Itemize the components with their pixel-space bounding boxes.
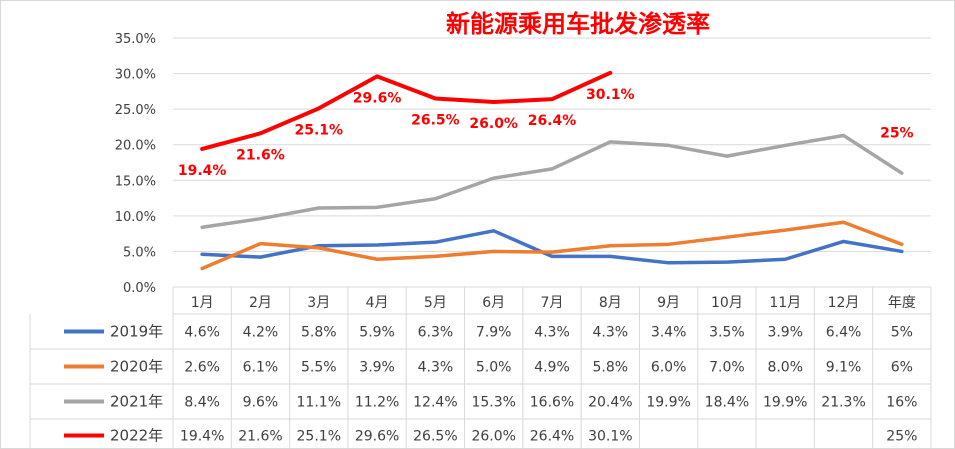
x-category-label: 年度 (888, 295, 916, 311)
table-cell-value: 7.9% (476, 325, 512, 341)
x-category-label: 3月 (307, 295, 330, 311)
table-cell-value: 5% (891, 325, 913, 341)
table-cell-value: 18.4% (705, 395, 749, 411)
x-category-label: 6月 (482, 295, 505, 311)
table-cell-value: 29.6% (355, 429, 399, 445)
table-cell-value: 6.3% (418, 325, 454, 341)
table-cell-value: 6.4% (826, 325, 862, 341)
table-cell-value: 3.4% (651, 325, 687, 341)
table-cell-value: 21.3% (821, 395, 865, 411)
data-label: 26.4% (528, 113, 577, 129)
data-label: 19.4% (178, 163, 227, 179)
x-category-label: 2月 (249, 295, 272, 311)
table-cell-value: 25% (886, 429, 917, 445)
data-labels: 19.4% 21.6% 25.1% 29.6% 26.5% 26.0% 26.4% 30.1%… (178, 87, 914, 179)
table-cell-value: 9.1% (826, 360, 862, 376)
x-category-label: 7月 (541, 295, 564, 311)
data-label: 30.1% (586, 87, 635, 103)
series-lines (200, 70, 904, 271)
y-tick-label: 10.0% (115, 210, 156, 225)
table-cell-value: 9.6% (243, 395, 279, 411)
table-cell-value: 8.0% (767, 360, 803, 376)
data-label: 25.1% (294, 122, 343, 138)
table-cell-value: 30.1% (588, 429, 632, 445)
legend-label: 2019年 (110, 323, 163, 341)
data-label: 26.0% (469, 116, 518, 132)
y-tick-label: 20.0% (115, 139, 156, 154)
x-category-label: 5月 (424, 295, 447, 311)
y-tick-label: 25.0% (115, 103, 156, 118)
data-label: 21.6% (236, 147, 285, 163)
table-cell-value: 4.3% (418, 360, 454, 376)
table-cell-value: 6.0% (651, 360, 687, 376)
series-line (200, 220, 904, 271)
table-cell-value: 5.0% (476, 360, 512, 376)
series-line (200, 133, 904, 229)
table-cell-value: 26.5% (413, 429, 457, 445)
table-cell-value: 25.1% (297, 429, 341, 445)
table-cell-value: 11.2% (355, 395, 399, 411)
table-cell-value: 5.8% (301, 325, 337, 341)
y-tick-label: 5.0% (123, 245, 156, 260)
table-cell-value: 26.4% (530, 429, 574, 445)
table-cell-value: 4.3% (534, 325, 570, 341)
table-cell-value: 6.1% (243, 360, 279, 376)
legend-label: 2021年 (110, 393, 163, 411)
x-category-label: 11月 (769, 295, 801, 311)
table-cell-value: 19.9% (646, 395, 690, 411)
table-cell-value: 20.4% (588, 395, 632, 411)
x-category-label: 9月 (657, 295, 680, 311)
data-label: 29.6% (353, 90, 402, 106)
gridlines (173, 37, 931, 288)
x-category-label: 1月 (191, 295, 214, 311)
table-cell-value: 8.4% (184, 395, 220, 411)
x-category-label: 12月 (828, 295, 860, 311)
table-cell-value: 16% (886, 395, 917, 411)
table-cell-value: 4.2% (243, 325, 279, 341)
y-tick-label: 35.0% (115, 32, 156, 47)
table-cell-value: 4.3% (593, 325, 629, 341)
table-cell-value: 2.6% (184, 360, 220, 376)
table-cell-value: 3.5% (709, 325, 745, 341)
legend-label: 2020年 (110, 358, 163, 376)
table-cell-value: 5.9% (359, 325, 395, 341)
x-category-label: 8月 (599, 295, 622, 311)
table-cell-value: 5.8% (593, 360, 629, 376)
table-cell-value: 4.6% (184, 325, 220, 341)
table-cell-value: 7.0% (709, 360, 745, 376)
series-line (200, 229, 904, 265)
table-cell-value: 15.3% (471, 395, 515, 411)
table-cell-value: 21.6% (238, 429, 282, 445)
table-cell-value: 6% (891, 360, 913, 376)
data-label: 26.5% (411, 112, 460, 128)
y-axis-ticks: 35.0% 30.0% 25.0% 20.0% 15.0% 10.0% 5.0% 0.0% (115, 32, 156, 296)
table-cell-value: 16.6% (530, 395, 574, 411)
y-tick-label: 30.0% (115, 68, 156, 83)
x-category-label: 4月 (366, 295, 389, 311)
table-cell-value: 12.4% (413, 395, 457, 411)
table-cell-value: 11.1% (297, 395, 341, 411)
table-cell-value: 3.9% (767, 325, 803, 341)
table-cell-value: 19.4% (180, 429, 224, 445)
y-tick-label: 0.0% (123, 281, 156, 296)
table-cell-value: 19.9% (763, 395, 807, 411)
table-cell-value: 4.9% (534, 360, 570, 376)
chart-title: 新能源乘用车批发渗透率 (446, 10, 710, 38)
x-category-label: 10月 (711, 295, 743, 311)
series-line (200, 70, 613, 151)
legend-label: 2022年 (110, 427, 163, 445)
table-cell-value: 26.0% (471, 429, 515, 445)
table-cell-value: 5.5% (301, 360, 337, 376)
data-table: 1月 2月 3月 4月 5月 6月 7月 8月 9月 10月 11月 12月 年度 2019年 4.6% 4.… (29, 287, 932, 449)
table-cell-value: 3.9% (359, 360, 395, 376)
y-tick-label: 15.0% (115, 174, 156, 189)
data-label: 25% (880, 126, 914, 142)
